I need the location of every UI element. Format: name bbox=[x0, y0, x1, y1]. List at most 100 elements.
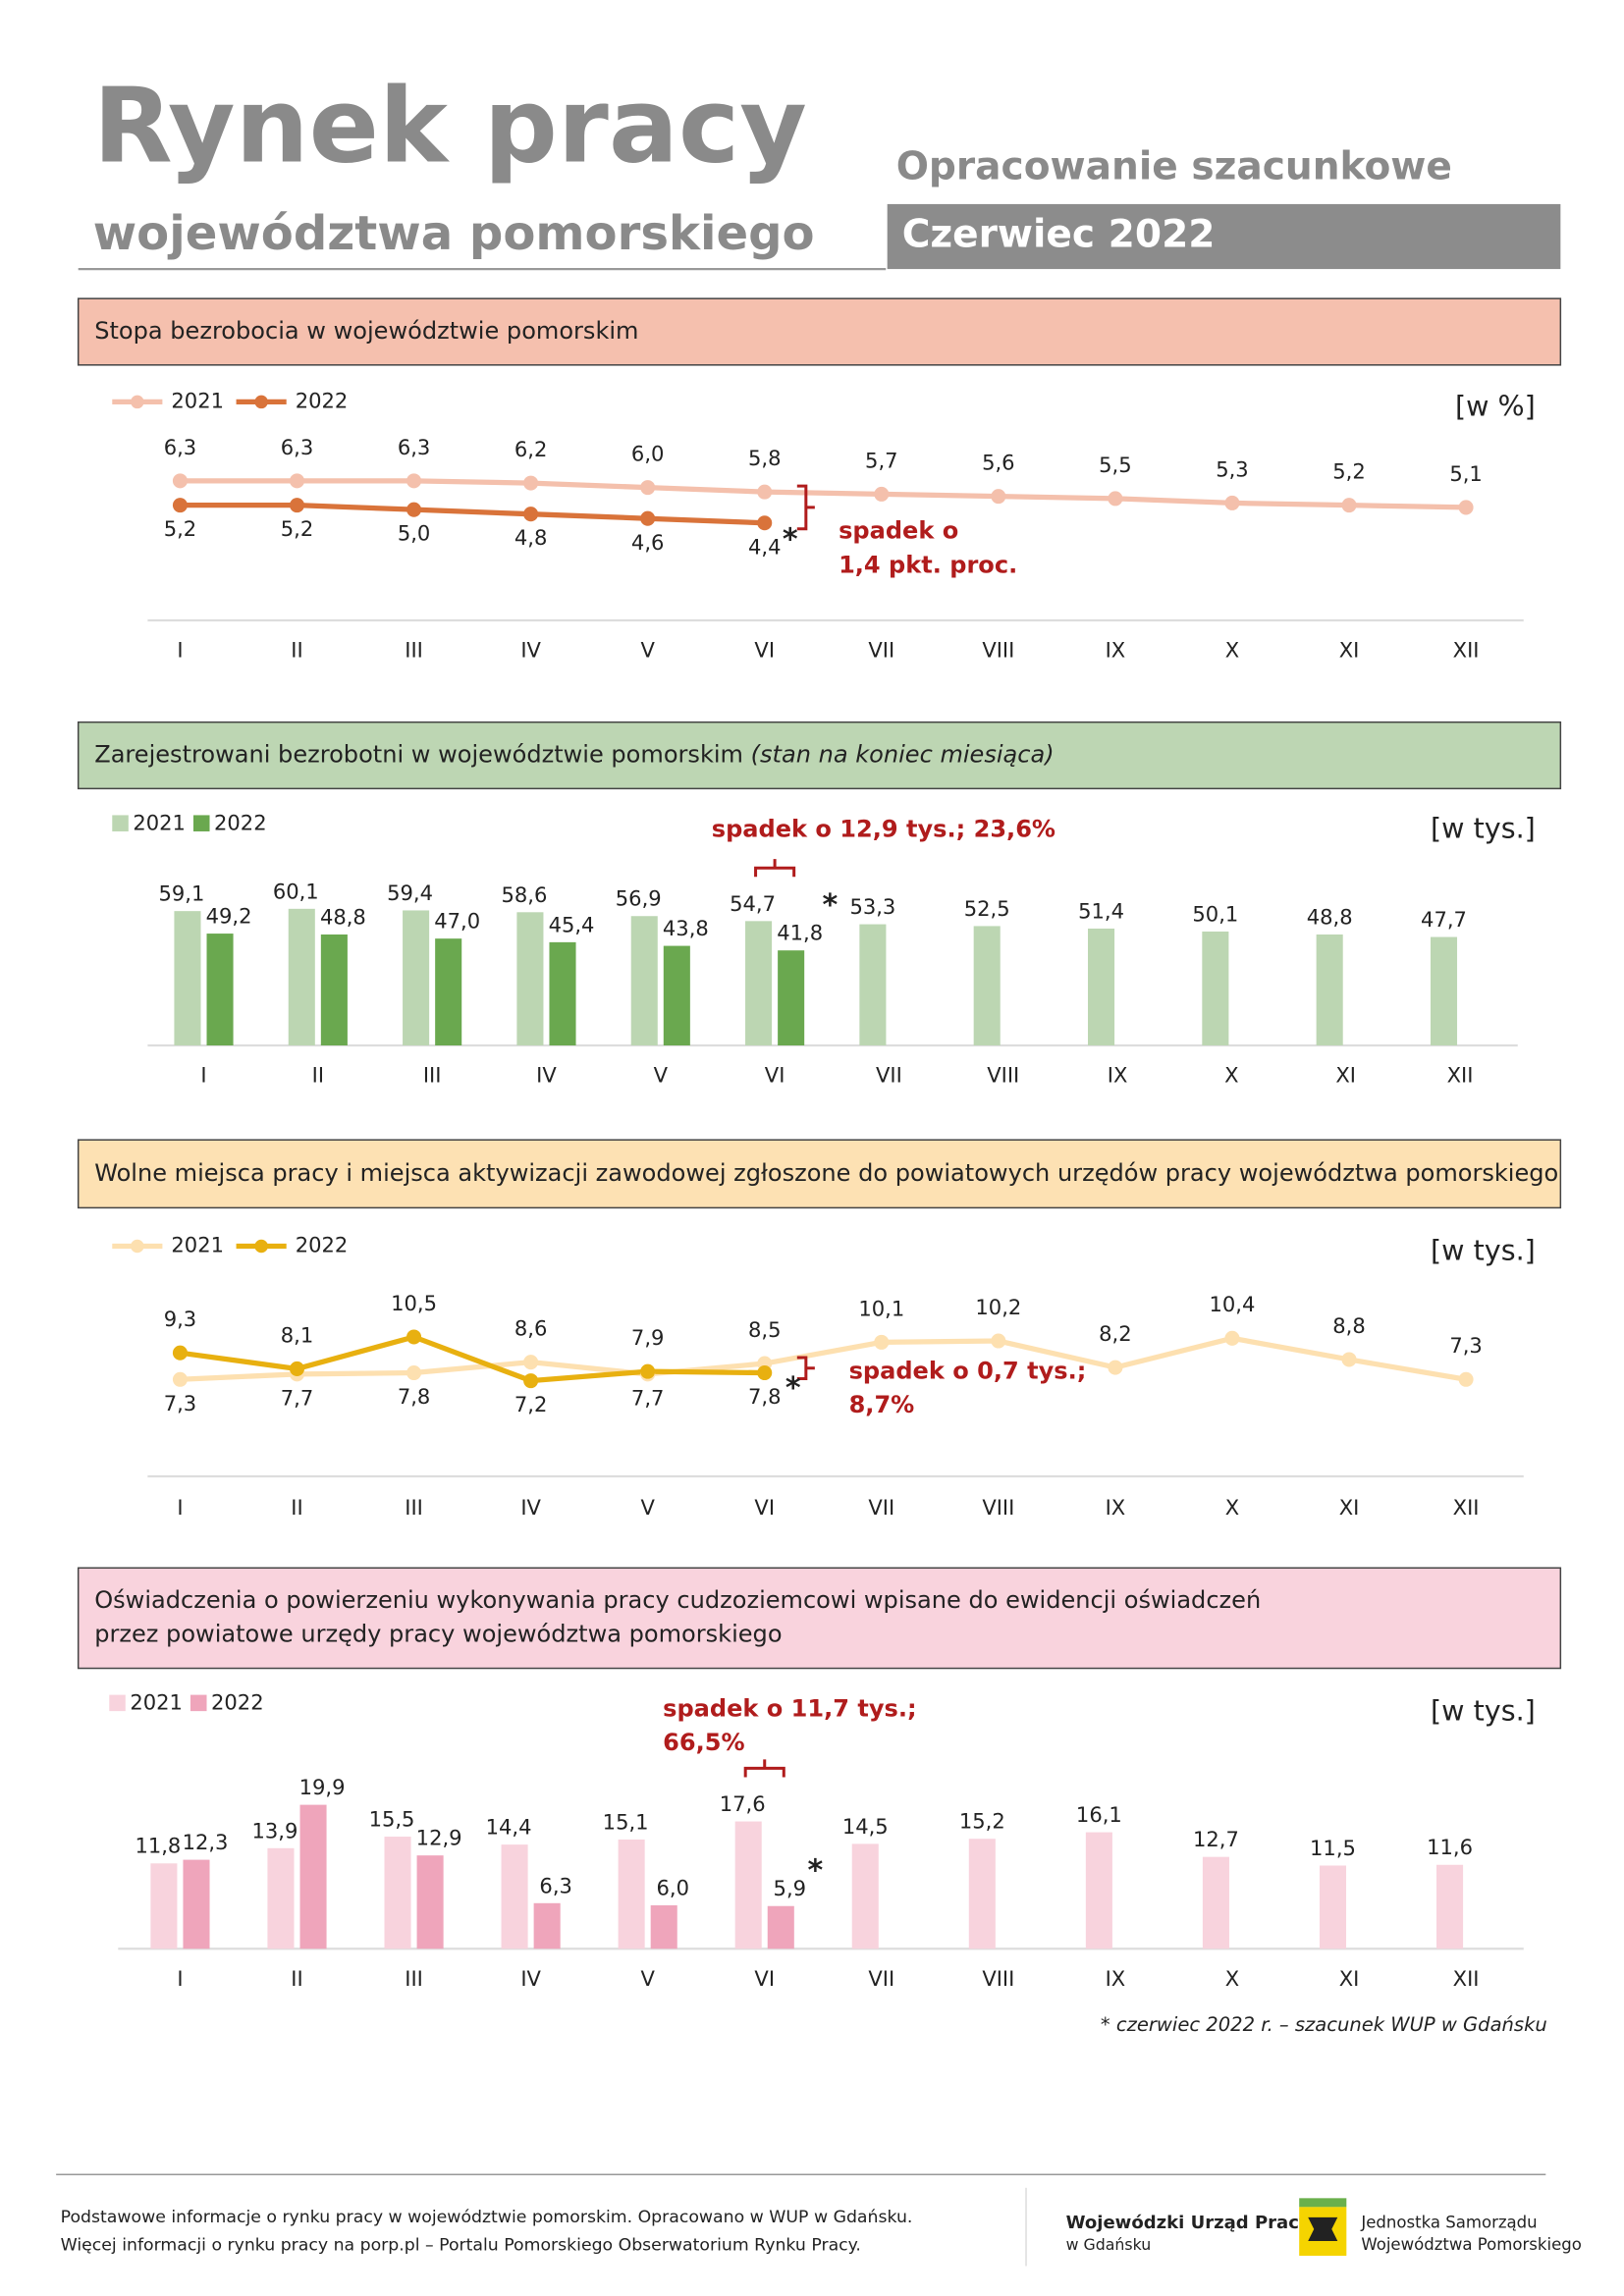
legend-swatch bbox=[192, 815, 210, 831]
page-subtitle: województwa pomorskiego bbox=[93, 206, 815, 261]
data-label: 58,6 bbox=[501, 882, 547, 907]
data-label: 52,5 bbox=[964, 896, 1010, 921]
data-label: 10,4 bbox=[1210, 1292, 1256, 1316]
data-label: 14,4 bbox=[486, 1815, 532, 1840]
data-point bbox=[523, 1355, 539, 1370]
data-point bbox=[406, 473, 422, 489]
x-tick-label: II bbox=[312, 1063, 324, 1088]
section-box bbox=[77, 1567, 1562, 1670]
x-tick-label: IX bbox=[1106, 1966, 1126, 1991]
x-tick-label: XI bbox=[1339, 1966, 1360, 1991]
data-label: 43,8 bbox=[663, 916, 709, 940]
x-tick-label: XII bbox=[1453, 638, 1480, 663]
data-label: 12,3 bbox=[183, 1830, 229, 1854]
data-point bbox=[874, 486, 890, 502]
annotation: 1,4 pkt. proc. bbox=[839, 551, 1017, 578]
bar bbox=[745, 921, 773, 1045]
data-label: 5,3 bbox=[1216, 456, 1248, 481]
data-label: 12,9 bbox=[416, 1826, 462, 1850]
data-label: 7,8 bbox=[748, 1384, 781, 1409]
data-label: 5,2 bbox=[164, 516, 196, 541]
data-label: 15,1 bbox=[603, 1809, 649, 1834]
bar bbox=[267, 1847, 295, 1949]
legend-label: 2021 bbox=[133, 810, 186, 834]
x-tick-label: VII bbox=[868, 1495, 894, 1520]
annotation: spadek o bbox=[839, 517, 958, 545]
legend-swatch bbox=[112, 815, 129, 831]
series-line bbox=[180, 1335, 1467, 1382]
x-tick-label: I bbox=[177, 638, 183, 663]
x-tick-label: X bbox=[1224, 1063, 1238, 1088]
data-label: 6,0 bbox=[631, 442, 664, 466]
x-tick-label: XI bbox=[1339, 638, 1360, 663]
data-point bbox=[172, 498, 188, 513]
data-label: 5,1 bbox=[1449, 461, 1482, 486]
bar bbox=[734, 1821, 762, 1949]
bar bbox=[549, 941, 576, 1045]
series-line bbox=[180, 1334, 765, 1384]
x-tick-label: VIII bbox=[982, 638, 1014, 663]
data-label: 11,6 bbox=[1427, 1835, 1473, 1859]
bar bbox=[663, 945, 690, 1045]
bracket bbox=[796, 1356, 815, 1381]
bar bbox=[320, 934, 348, 1045]
bar bbox=[416, 1855, 444, 1949]
data-label: 5,8 bbox=[748, 446, 781, 470]
footer-line: Więcej informacji o rynku pracy na porp.… bbox=[61, 2235, 861, 2255]
x-tick-label: VIII bbox=[982, 1495, 1014, 1520]
data-label: 4,4 bbox=[748, 534, 781, 559]
data-label: 48,8 bbox=[320, 904, 366, 929]
data-point bbox=[640, 480, 656, 496]
section-box bbox=[77, 721, 1562, 790]
series-line bbox=[180, 503, 765, 526]
data-label: 9,3 bbox=[164, 1307, 196, 1331]
annotation: 8,7% bbox=[849, 1391, 915, 1418]
data-point bbox=[1108, 1360, 1123, 1375]
data-label: 11,5 bbox=[1310, 1836, 1356, 1860]
x-tick-label: IV bbox=[520, 1495, 541, 1520]
legend-label: 2022 bbox=[214, 810, 267, 834]
data-point bbox=[757, 515, 773, 531]
data-label: 8,6 bbox=[514, 1316, 547, 1341]
bar bbox=[384, 1837, 411, 1949]
bar bbox=[174, 911, 201, 1045]
data-point bbox=[406, 502, 422, 517]
data-point bbox=[991, 1333, 1006, 1349]
x-tick-label: VII bbox=[868, 638, 894, 663]
logo-griffin bbox=[1308, 2216, 1338, 2241]
bar bbox=[767, 1905, 794, 1949]
data-label: 7,7 bbox=[631, 1385, 664, 1410]
data-label: 6,3 bbox=[539, 1873, 571, 1897]
data-label: 6,3 bbox=[398, 435, 430, 459]
data-point bbox=[640, 1363, 656, 1379]
x-tick-label: IX bbox=[1108, 1063, 1128, 1088]
bar bbox=[299, 1804, 327, 1949]
data-point bbox=[172, 473, 188, 489]
x-tick-label: X bbox=[1225, 1495, 1239, 1520]
data-label: 47,7 bbox=[1421, 907, 1467, 932]
annotation: spadek o 12,9 tys.; 23,6% bbox=[712, 815, 1056, 842]
data-point bbox=[172, 1371, 188, 1387]
data-label: 5,0 bbox=[398, 521, 430, 546]
bar bbox=[1319, 1865, 1347, 1949]
data-label: 7,2 bbox=[514, 1392, 547, 1416]
x-tick-label: XII bbox=[1447, 1063, 1474, 1088]
x-tick-label: IV bbox=[520, 638, 541, 663]
x-tick-label: XII bbox=[1453, 1495, 1480, 1520]
bar bbox=[403, 910, 430, 1045]
data-label: 5,5 bbox=[1099, 453, 1131, 477]
data-label: 14,5 bbox=[842, 1814, 889, 1839]
data-label: 8,8 bbox=[1332, 1313, 1365, 1338]
data-label: 15,5 bbox=[369, 1806, 415, 1831]
x-tick-label: III bbox=[423, 1063, 442, 1088]
data-label: 49,2 bbox=[206, 904, 252, 929]
data-point bbox=[757, 1364, 773, 1381]
x-tick-label: V bbox=[640, 638, 655, 663]
x-tick-label: VI bbox=[754, 1495, 775, 1520]
bracket bbox=[754, 859, 796, 878]
annotation: spadek o 11,7 tys.; bbox=[663, 1695, 916, 1723]
bracket bbox=[743, 1759, 785, 1778]
data-label: 5,6 bbox=[982, 451, 1014, 475]
data-label: 7,9 bbox=[631, 1325, 664, 1350]
